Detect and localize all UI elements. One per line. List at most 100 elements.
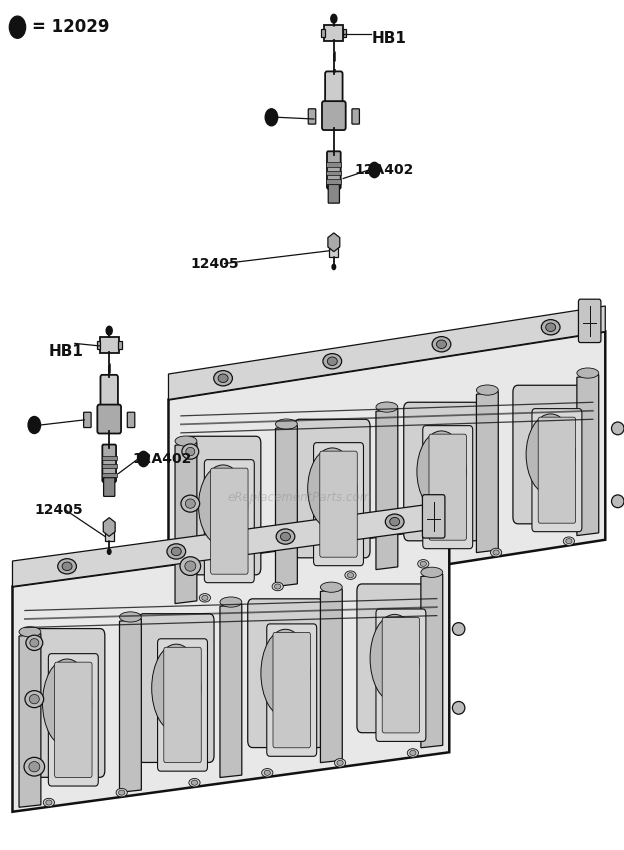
FancyBboxPatch shape [382, 617, 419, 733]
Ellipse shape [308, 448, 357, 530]
Ellipse shape [452, 622, 465, 636]
Ellipse shape [30, 638, 39, 647]
FancyBboxPatch shape [404, 402, 479, 541]
Ellipse shape [526, 414, 575, 496]
Ellipse shape [389, 518, 400, 526]
Ellipse shape [385, 514, 404, 530]
Polygon shape [175, 443, 197, 604]
Ellipse shape [272, 582, 283, 591]
Ellipse shape [420, 561, 426, 566]
Ellipse shape [432, 337, 451, 352]
FancyBboxPatch shape [100, 375, 118, 412]
FancyBboxPatch shape [29, 629, 105, 777]
Bar [102, 464, 117, 468]
FancyBboxPatch shape [127, 412, 135, 428]
FancyBboxPatch shape [376, 609, 426, 741]
Text: 12405: 12405 [34, 503, 83, 517]
Ellipse shape [152, 644, 201, 732]
Ellipse shape [541, 320, 560, 335]
Ellipse shape [182, 444, 199, 459]
Polygon shape [321, 589, 342, 762]
FancyBboxPatch shape [104, 478, 115, 496]
Text: 12A402: 12A402 [354, 163, 414, 177]
Ellipse shape [29, 762, 40, 772]
Ellipse shape [261, 629, 310, 717]
Ellipse shape [46, 800, 52, 805]
Ellipse shape [417, 559, 429, 568]
Bar [321, 29, 325, 37]
Ellipse shape [490, 548, 502, 557]
Polygon shape [168, 306, 605, 400]
FancyBboxPatch shape [100, 337, 119, 353]
Ellipse shape [370, 615, 419, 702]
Text: 12A402: 12A402 [133, 452, 192, 466]
Polygon shape [19, 634, 41, 808]
FancyBboxPatch shape [84, 412, 91, 428]
FancyBboxPatch shape [538, 417, 575, 524]
Ellipse shape [220, 597, 241, 607]
FancyBboxPatch shape [139, 614, 214, 762]
FancyBboxPatch shape [267, 624, 316, 756]
FancyBboxPatch shape [328, 184, 339, 203]
FancyBboxPatch shape [48, 654, 98, 786]
Polygon shape [577, 375, 599, 536]
Ellipse shape [334, 759, 346, 767]
Ellipse shape [171, 547, 181, 556]
Text: 12405: 12405 [190, 257, 239, 270]
Ellipse shape [410, 751, 416, 756]
Ellipse shape [167, 544, 186, 559]
FancyBboxPatch shape [273, 632, 311, 748]
Bar [329, 241, 338, 257]
Circle shape [107, 548, 112, 555]
Ellipse shape [189, 779, 200, 787]
Bar [105, 526, 114, 541]
Ellipse shape [192, 780, 198, 785]
Ellipse shape [563, 537, 575, 546]
Circle shape [331, 264, 336, 270]
Ellipse shape [348, 573, 354, 578]
Ellipse shape [437, 340, 447, 348]
FancyBboxPatch shape [102, 445, 116, 482]
Ellipse shape [327, 357, 337, 366]
Ellipse shape [323, 354, 342, 369]
Ellipse shape [19, 626, 41, 637]
Text: eReplacementParts.com: eReplacementParts.com [227, 490, 372, 504]
FancyBboxPatch shape [205, 460, 254, 583]
Polygon shape [12, 502, 449, 586]
Ellipse shape [345, 571, 356, 580]
Polygon shape [120, 619, 141, 792]
Bar [326, 162, 341, 167]
Ellipse shape [180, 557, 201, 575]
Bar [102, 456, 117, 460]
Text: HB1: HB1 [371, 31, 406, 46]
Ellipse shape [185, 561, 196, 571]
Polygon shape [276, 426, 298, 586]
Ellipse shape [185, 499, 195, 508]
Ellipse shape [199, 593, 210, 602]
Circle shape [138, 451, 149, 467]
Ellipse shape [337, 760, 343, 765]
Ellipse shape [276, 529, 295, 544]
Ellipse shape [181, 495, 200, 512]
FancyBboxPatch shape [55, 662, 92, 778]
Ellipse shape [276, 419, 298, 429]
Bar [343, 29, 346, 37]
FancyBboxPatch shape [248, 598, 323, 748]
FancyBboxPatch shape [578, 299, 601, 343]
Bar [118, 341, 122, 349]
Ellipse shape [116, 789, 127, 797]
Ellipse shape [612, 422, 624, 435]
Circle shape [9, 16, 26, 38]
FancyBboxPatch shape [324, 25, 343, 41]
Ellipse shape [421, 567, 443, 577]
Polygon shape [168, 332, 605, 608]
Ellipse shape [26, 635, 42, 650]
Polygon shape [328, 233, 340, 252]
Polygon shape [103, 518, 115, 536]
FancyBboxPatch shape [352, 109, 359, 124]
Ellipse shape [62, 562, 72, 570]
Ellipse shape [24, 757, 45, 776]
Polygon shape [421, 575, 443, 748]
Circle shape [28, 416, 41, 434]
FancyBboxPatch shape [211, 468, 248, 575]
